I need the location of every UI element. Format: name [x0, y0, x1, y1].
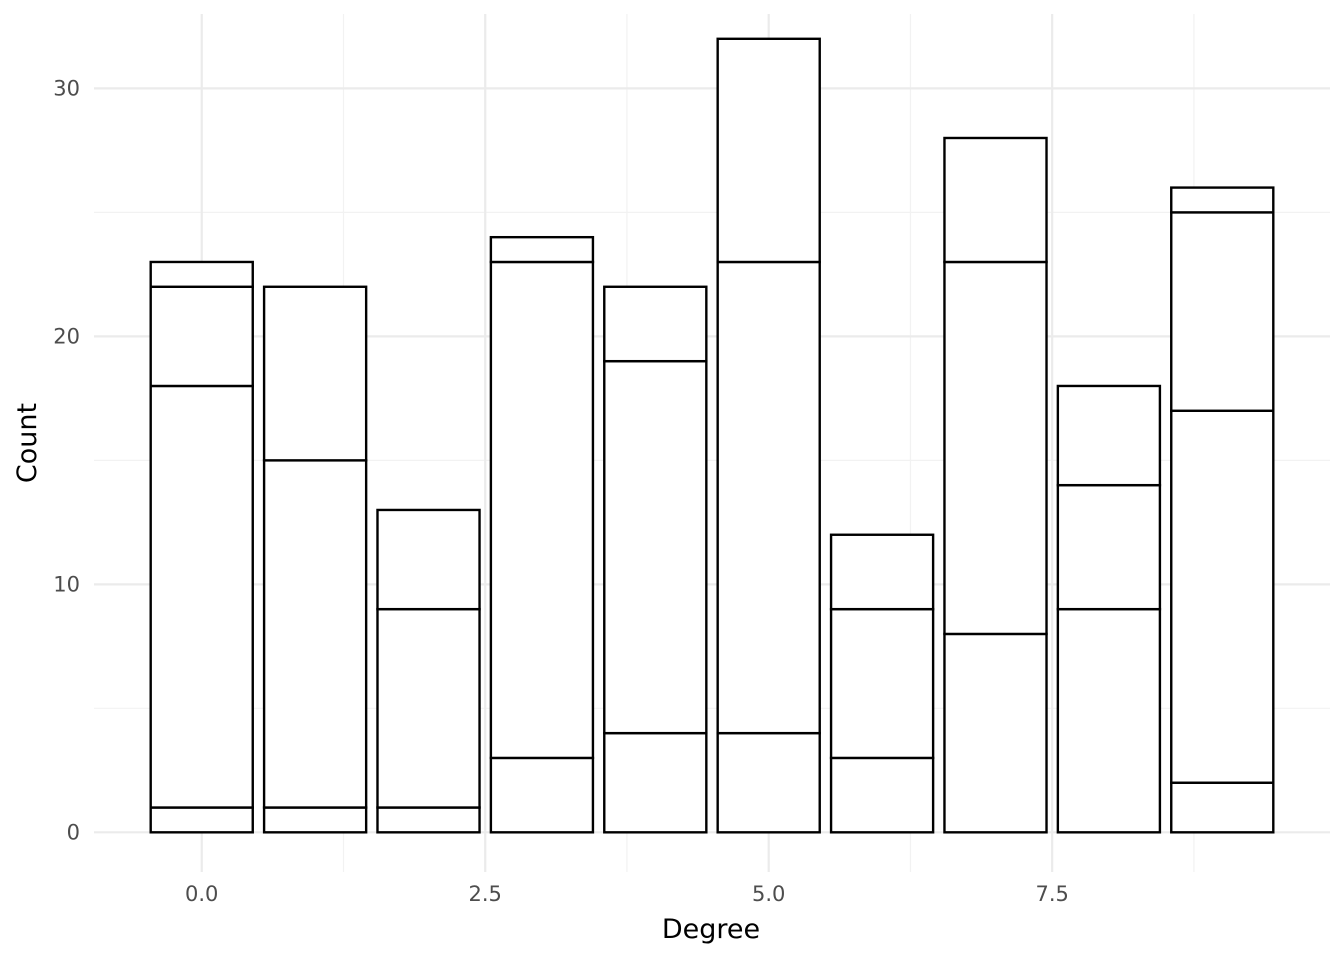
bar-segment [1170, 186, 1275, 214]
bar-segment [262, 285, 368, 462]
bar-segment [943, 260, 1048, 636]
x-tick-label: 7.5 [1035, 882, 1068, 906]
bar-segment [489, 756, 595, 834]
bar-segment [829, 756, 935, 834]
bar-segment [1056, 607, 1162, 834]
bar-segment [489, 260, 595, 760]
y-tick-label: 10 [53, 572, 80, 596]
bar-segment [603, 731, 708, 834]
bar-stack [943, 136, 1048, 834]
bar-segment [829, 607, 935, 760]
bar-stack [1170, 186, 1275, 834]
y-tick-label: 20 [53, 324, 80, 348]
bar-stack [489, 235, 595, 834]
bar-segment [262, 459, 368, 809]
bar-stack [1056, 384, 1162, 834]
bar-segment [149, 260, 254, 288]
x-axis-title: Degree [662, 914, 760, 945]
bar-segment [716, 731, 821, 834]
bar-segment [943, 136, 1048, 264]
x-tick-label: 0.0 [185, 882, 218, 906]
bar-stack [829, 533, 935, 834]
bar-segment [262, 806, 368, 834]
bar-segment [149, 384, 254, 809]
x-tick-label: 2.5 [469, 882, 502, 906]
bar-segment [829, 533, 935, 611]
bar-segment [716, 260, 821, 735]
bar-segment [1056, 483, 1162, 611]
bar-stack [716, 37, 821, 834]
bar-stack [149, 260, 254, 834]
bar-stack [603, 285, 708, 834]
bar-segment [149, 285, 254, 388]
bar-segment [149, 806, 254, 834]
bar-segment [603, 285, 708, 363]
bar-stack [262, 285, 368, 834]
bar-segment [1056, 384, 1162, 487]
bar-segment [716, 37, 821, 264]
y-tick-label: 0 [67, 820, 80, 844]
bar-stack [376, 508, 481, 834]
bar-segment [1170, 211, 1275, 412]
bar-segment [376, 607, 481, 809]
bar-segment [376, 806, 481, 834]
bar-segment [1170, 409, 1275, 784]
bar-segment [376, 508, 481, 611]
x-tick-label: 5.0 [752, 882, 785, 906]
bar-segment [1170, 781, 1275, 834]
bars [149, 37, 1275, 834]
x-axis-tick-labels: 0.0 2.5 5.0 7.5 [185, 882, 1069, 906]
bar-segment [603, 359, 708, 735]
y-axis-tick-labels: 0 10 20 30 [53, 76, 80, 844]
bar-segment [489, 235, 595, 264]
y-axis-title: Count [12, 403, 43, 483]
bar-segment [943, 632, 1048, 834]
y-tick-label: 30 [53, 76, 80, 100]
